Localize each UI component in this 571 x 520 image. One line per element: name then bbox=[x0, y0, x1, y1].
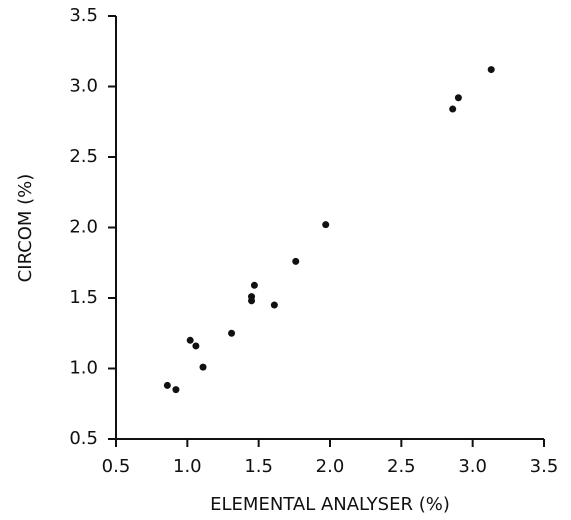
y-tick-label: 1.5 bbox=[69, 287, 98, 308]
x-tick-label: 3.5 bbox=[530, 456, 559, 477]
point bbox=[449, 105, 457, 113]
y-tick-label: 2.5 bbox=[69, 146, 98, 167]
y-tick-label: 3.0 bbox=[69, 76, 98, 97]
y-tick-label: 1.0 bbox=[69, 358, 98, 379]
point bbox=[192, 342, 200, 350]
point bbox=[292, 257, 300, 265]
x-tick-label: 3.0 bbox=[458, 456, 487, 477]
point bbox=[454, 94, 462, 102]
point bbox=[248, 297, 256, 305]
x-tick-label: 1.5 bbox=[244, 456, 273, 477]
point bbox=[163, 381, 171, 389]
point bbox=[172, 386, 180, 394]
point bbox=[322, 221, 330, 229]
x-tick-label: 2.5 bbox=[387, 456, 416, 477]
x-tick-label: 2.0 bbox=[316, 456, 345, 477]
point bbox=[228, 329, 236, 337]
point bbox=[270, 301, 278, 309]
x-tick-label: 1.0 bbox=[173, 456, 202, 477]
y-tick-label: 3.5 bbox=[69, 5, 98, 26]
x-tick-label: 0.5 bbox=[102, 456, 131, 477]
point bbox=[199, 363, 207, 371]
x-axis-title: ELEMENTAL ANALYSER (%) bbox=[210, 494, 450, 515]
y-tick-label: 0.5 bbox=[69, 428, 98, 449]
y-tick-label: 2.0 bbox=[69, 217, 98, 238]
point bbox=[186, 336, 194, 344]
y-axis-title: CIRCOM (%) bbox=[15, 174, 36, 283]
point bbox=[250, 281, 258, 289]
point bbox=[487, 66, 495, 74]
